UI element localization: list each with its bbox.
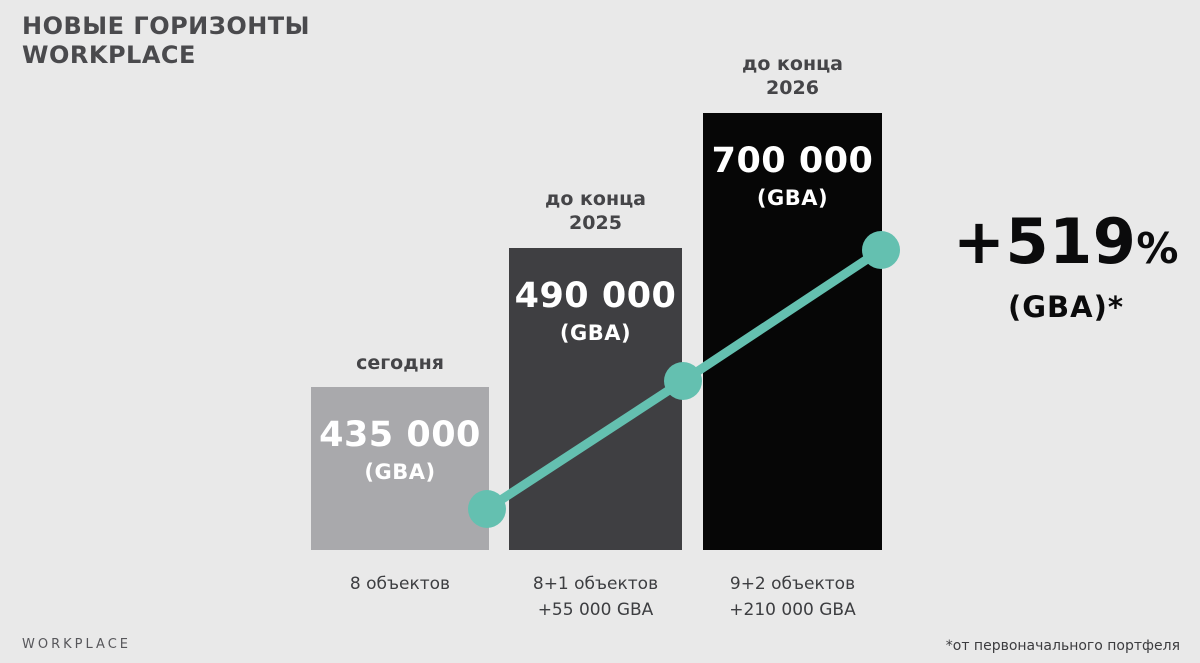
bar-period-label-2026: до конца 2026 [703, 52, 882, 100]
bar-today: 435 000 (GBA) [311, 387, 489, 550]
bar-value: 435 000 [319, 415, 481, 455]
percent-sign: % [1136, 224, 1179, 273]
period-label-line: 2026 [766, 77, 819, 99]
page-title: НОВЫЕ ГОРИЗОНТЫ WORKPLACE [22, 12, 310, 70]
bar-caption-today: 8 объектов [311, 571, 489, 597]
growth-unit: (GBA)* [1007, 290, 1125, 324]
growth-highlight: +519% (GBA)* [946, 206, 1186, 329]
growth-number: +519 [953, 205, 1137, 278]
bar-unit: (GBA) [364, 460, 436, 484]
period-label-line: до конца [545, 188, 646, 210]
bar-caption-2025: 8+1 объектов +55 000 GBA [499, 571, 692, 623]
period-label-line: до конца [742, 53, 843, 75]
bar-period-label-2025: до конца 2025 [509, 187, 682, 235]
period-label-line: сегодня [356, 352, 444, 374]
bar-value: 700 000 [711, 141, 874, 181]
page-title-line1: НОВЫЕ ГОРИЗОНТЫ [22, 12, 311, 40]
caption-line: 8+1 объектов [532, 574, 659, 594]
caption-line: 8 объектов [349, 574, 451, 594]
bar-unit: (GBA) [559, 321, 632, 345]
growth-percent-value: +519% [946, 206, 1186, 285]
bar-period-label-today: сегодня [311, 351, 489, 375]
caption-line: 9+2 объектов [729, 574, 856, 594]
bar-unit: (GBA) [756, 186, 829, 210]
bar-2025: 490 000 (GBA) [509, 248, 682, 550]
page-title-line2: WORKPLACE [22, 41, 196, 69]
bar-caption-2026: 9+2 объектов +210 000 GBA [693, 571, 892, 623]
bar-2026: 700 000 (GBA) [703, 113, 882, 550]
caption-line: +210 000 GBA [729, 600, 856, 620]
period-label-line: 2025 [569, 212, 622, 234]
bar-value: 490 000 [514, 276, 677, 316]
caption-line: +55 000 GBA [537, 600, 654, 620]
footer-brand-logo: WORKPLACE [22, 637, 131, 652]
footnote: *от первоначального портфеля [945, 638, 1180, 654]
